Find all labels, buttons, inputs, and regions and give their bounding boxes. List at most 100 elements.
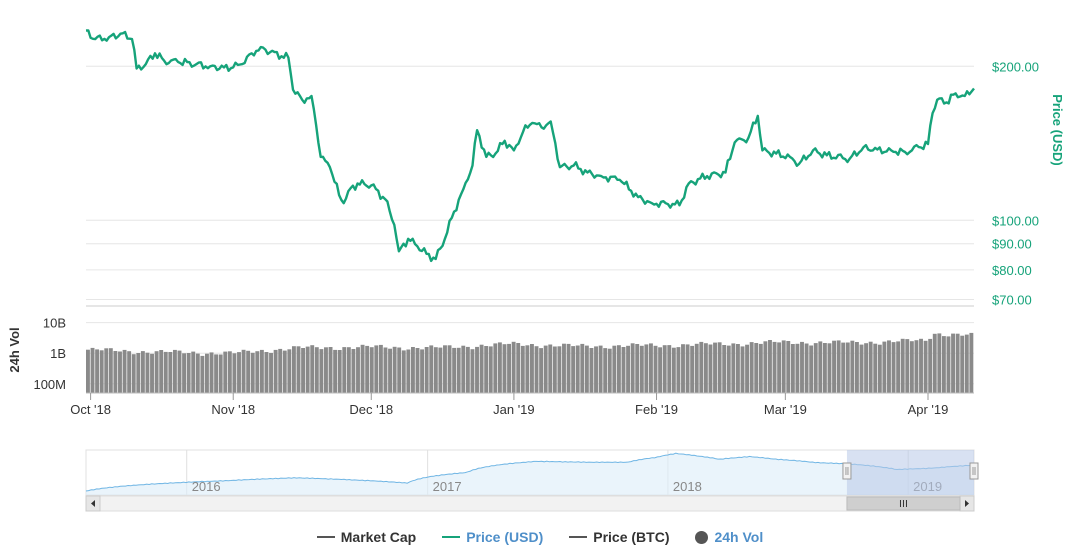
volume-bar xyxy=(836,340,841,393)
volume-bar xyxy=(108,348,113,393)
volume-bar xyxy=(626,345,631,393)
volume-bar xyxy=(809,345,814,393)
legend-item-market-cap[interactable]: Market Cap xyxy=(316,529,417,545)
volume-bar xyxy=(873,343,878,393)
volume-bar xyxy=(868,341,873,393)
volume-bar xyxy=(548,344,553,393)
volume-bar xyxy=(122,349,127,393)
price-tick-label: $70.00 xyxy=(992,293,1032,308)
scrollbar-track[interactable] xyxy=(85,495,975,512)
volume-bar xyxy=(351,349,356,393)
volume-bar xyxy=(694,343,699,393)
volume-bar xyxy=(758,343,763,393)
volume-bar xyxy=(722,345,727,393)
volume-bar xyxy=(305,346,310,393)
volume-bar xyxy=(781,340,786,393)
volume-bar xyxy=(282,350,287,393)
legend-item-price-usd[interactable]: Price (USD) xyxy=(442,529,543,545)
volume-bar xyxy=(530,344,534,393)
legend-label-market-cap: Market Cap xyxy=(340,529,417,545)
volume-tick-label: 100M xyxy=(33,377,66,392)
volume-bar xyxy=(406,349,411,393)
price-tick-label: $100.00 xyxy=(992,213,1039,228)
navigator-area xyxy=(86,453,974,495)
volume-bar xyxy=(630,343,635,393)
volume-bar xyxy=(378,344,383,393)
volume-bar xyxy=(214,354,219,393)
legend-item-24h-vol[interactable]: 24h Vol xyxy=(695,529,763,545)
volume-bar xyxy=(186,353,191,393)
volume-bar xyxy=(896,341,901,393)
volume-bar xyxy=(168,352,173,393)
volume-bar xyxy=(145,352,150,393)
chart-svg: $200.00 $100.00 $90.00 $80.00 $70.00 Price (… xyxy=(7,29,1065,512)
volume-bar xyxy=(850,340,855,393)
volume-bar xyxy=(278,348,283,393)
price-panel: $200.00 $100.00 $90.00 $80.00 $70.00 Price (… xyxy=(85,29,1065,308)
navigator[interactable]: 2016201720182019 xyxy=(85,449,979,512)
navigator-handle-left[interactable] xyxy=(842,462,852,480)
navigator-handle-right[interactable] xyxy=(969,462,979,480)
volume-bar xyxy=(708,344,713,393)
navigator-selection-mask[interactable] xyxy=(846,450,974,495)
volume-bar xyxy=(955,333,960,393)
volume-bar xyxy=(328,347,333,393)
volume-bar xyxy=(649,343,653,393)
volume-bar xyxy=(113,351,118,393)
volume-bar xyxy=(566,343,571,393)
price-gridlines xyxy=(86,65,974,307)
volume-bar xyxy=(900,338,905,393)
volume-bar xyxy=(667,345,672,393)
volume-bar xyxy=(182,353,187,393)
volume-bar xyxy=(786,341,791,393)
date-tick-label: Dec '18 xyxy=(349,402,393,417)
volume-axis-title: 24h Vol xyxy=(7,327,22,372)
volume-bar xyxy=(969,332,974,393)
volume-bar xyxy=(140,351,145,393)
volume-bar xyxy=(639,345,644,393)
volume-bar xyxy=(452,347,457,393)
volume-bar xyxy=(443,345,447,393)
handle-grip xyxy=(969,462,979,480)
volume-bar xyxy=(86,349,90,393)
volume-bar xyxy=(653,345,658,393)
volume-bar xyxy=(273,349,278,393)
volume-bar xyxy=(960,335,965,393)
volume-bar xyxy=(104,348,109,393)
volume-bar xyxy=(223,351,228,393)
volume-bar xyxy=(346,347,351,393)
volume-bar xyxy=(424,347,429,393)
volume-bar xyxy=(342,347,347,393)
volume-bar xyxy=(919,338,923,393)
volume-bar xyxy=(177,350,182,393)
volume-bar xyxy=(118,351,122,393)
volume-bar xyxy=(552,346,557,393)
volume-bar xyxy=(616,345,621,393)
volume-bar xyxy=(662,345,667,393)
volume-bar xyxy=(520,345,525,393)
legend-item-price-btc[interactable]: Price (BTC) xyxy=(569,529,669,545)
volume-bar xyxy=(232,353,237,393)
price-tick-label: $200.00 xyxy=(992,59,1039,74)
navigator-year-label: 2016 xyxy=(192,479,221,494)
volume-bar xyxy=(388,348,392,393)
price-tick-label: $80.00 xyxy=(992,263,1032,278)
volume-bar xyxy=(681,344,685,393)
volume-bar xyxy=(333,349,338,393)
volume-bar xyxy=(475,346,479,393)
volume-bar xyxy=(891,342,896,393)
volume-bar xyxy=(580,343,585,393)
volume-bar xyxy=(397,347,402,393)
legend-label-24h-vol: 24h Vol xyxy=(714,529,764,545)
volume-bar xyxy=(813,343,818,393)
volume-bar xyxy=(209,352,214,393)
volume-bar xyxy=(205,353,209,393)
volume-bar xyxy=(804,343,809,393)
navigator-scrollbar[interactable] xyxy=(85,495,975,512)
volume-bar xyxy=(621,347,626,393)
date-tick-label: Oct '18 xyxy=(70,402,111,417)
volume-tick-label: 10B xyxy=(43,316,66,331)
volume-bars xyxy=(86,332,974,393)
volume-bar xyxy=(90,347,95,393)
volume-bar xyxy=(324,347,328,393)
